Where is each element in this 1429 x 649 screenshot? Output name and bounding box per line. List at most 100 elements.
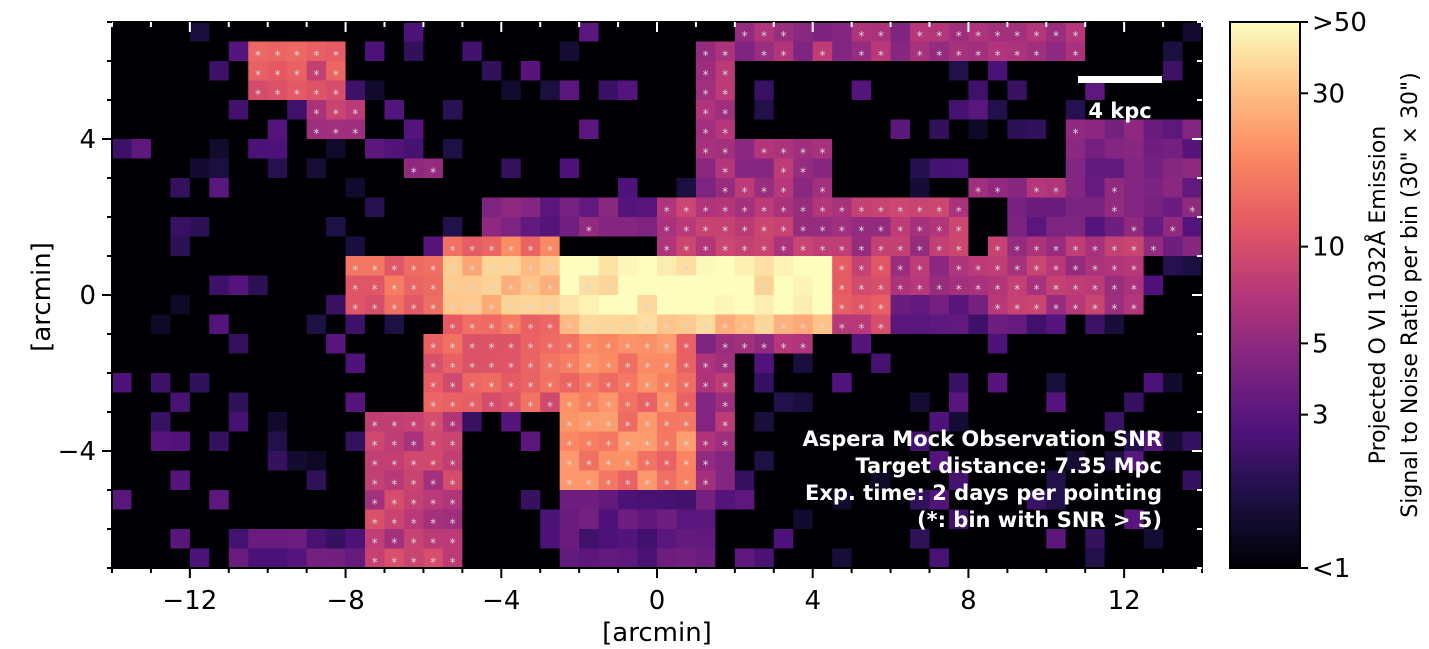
heatmap-cell	[598, 100, 619, 121]
snr-star-marker: *	[547, 380, 553, 394]
heatmap-cell	[871, 314, 892, 335]
heatmap-cell	[559, 295, 580, 316]
snr-star-marker: *	[703, 458, 709, 472]
heatmap-cell	[189, 451, 210, 472]
heatmap-cell	[871, 217, 892, 238]
snr-star-marker: *	[547, 399, 553, 413]
heatmap-cell	[851, 275, 872, 296]
snr-star-marker: *	[508, 380, 514, 394]
heatmap-cell	[1046, 334, 1067, 355]
heatmap-cell	[851, 334, 872, 355]
x-tick-label: 0	[649, 586, 666, 616]
heatmap-cell	[754, 158, 775, 179]
heatmap-cell	[695, 158, 716, 179]
heatmap-cell	[968, 119, 989, 140]
heatmap-cell	[150, 22, 171, 43]
heatmap-cell	[228, 197, 249, 218]
heatmap-cell	[715, 412, 736, 433]
snr-star-marker: *	[527, 321, 533, 335]
heatmap-cell	[734, 451, 755, 472]
heatmap-cell	[423, 197, 444, 218]
heatmap-cell	[150, 275, 171, 296]
heatmap-cell	[481, 548, 502, 568]
heatmap-cell	[403, 353, 425, 374]
heatmap-cell	[501, 412, 522, 433]
snr-star-marker: *	[703, 87, 709, 101]
heatmap-cell	[695, 256, 716, 277]
heatmap-cell	[734, 353, 755, 374]
heatmap-cell	[754, 256, 775, 277]
heatmap-cell	[910, 392, 931, 413]
heatmap-cell	[734, 217, 755, 238]
heatmap-cell	[365, 509, 386, 530]
heatmap-cell	[365, 41, 386, 62]
heatmap-cell	[695, 100, 716, 121]
heatmap-cell	[423, 256, 444, 277]
heatmap-cell	[423, 236, 444, 257]
heatmap-cell	[112, 41, 133, 62]
heatmap-cell	[287, 295, 308, 316]
heatmap-cell	[890, 100, 911, 121]
heatmap-cell	[287, 41, 308, 62]
snr-star-marker: *	[352, 107, 358, 121]
snr-star-marker: *	[664, 438, 670, 452]
heatmap-cell	[1085, 41, 1106, 62]
heatmap-cell	[812, 509, 833, 530]
heatmap-cell	[832, 178, 853, 199]
heatmap-cell	[618, 217, 639, 238]
heatmap-cell	[1085, 295, 1106, 316]
snr-star-marker: *	[683, 380, 689, 394]
snr-star-marker: *	[586, 321, 592, 335]
snr-star-marker: *	[411, 165, 417, 179]
heatmap-cell	[1065, 178, 1086, 199]
heatmap-cell	[773, 41, 794, 62]
heatmap-cell	[442, 275, 463, 296]
heatmap-cell	[267, 80, 288, 101]
snr-star-marker: *	[644, 438, 650, 452]
scale-bar	[1078, 76, 1162, 83]
heatmap-cell	[228, 451, 249, 472]
snr-star-marker: *	[566, 360, 572, 374]
heatmap-cell	[501, 236, 522, 257]
heatmap-cell	[209, 139, 230, 160]
snr-star-marker: *	[936, 224, 942, 238]
heatmap-cell	[1163, 529, 1184, 550]
heatmap-cell	[793, 548, 814, 568]
heatmap-cell	[637, 334, 658, 355]
heatmap-cell	[501, 490, 522, 511]
heatmap-cell	[773, 548, 794, 568]
heatmap-cell	[423, 412, 444, 433]
heatmap-cell	[365, 61, 386, 82]
heatmap-cell	[1104, 41, 1125, 62]
heatmap-cell	[1065, 119, 1086, 140]
heatmap-cell	[1046, 275, 1067, 296]
heatmap-cell	[890, 295, 911, 316]
heatmap-cell	[365, 412, 386, 433]
heatmap-cell	[384, 158, 405, 179]
heatmap-cell	[734, 431, 755, 452]
heatmap-cell	[773, 61, 794, 82]
heatmap-cell	[1046, 295, 1067, 316]
heatmap-cell	[618, 490, 639, 511]
snr-star-marker: *	[761, 146, 767, 160]
heatmap-cell	[598, 22, 619, 43]
heatmap-cell	[1085, 236, 1106, 257]
heatmap-cell	[618, 275, 639, 296]
heatmap-cell	[1163, 197, 1184, 218]
heatmap-cell	[890, 139, 911, 160]
snr-star-marker: *	[839, 302, 845, 316]
snr-star-marker: *	[1111, 302, 1117, 316]
heatmap-cell	[1163, 451, 1184, 472]
heatmap-cell	[306, 80, 327, 101]
heatmap-cell	[1104, 373, 1125, 394]
snr-star-marker: *	[391, 282, 397, 296]
heatmap-cell	[734, 236, 755, 257]
heatmap-cell	[189, 314, 210, 335]
heatmap-cell	[365, 353, 386, 374]
heatmap-cell	[150, 41, 171, 62]
heatmap-cell	[189, 392, 210, 413]
heatmap-cell	[248, 197, 269, 218]
heatmap-cell	[598, 61, 619, 82]
heatmap-cell	[871, 275, 892, 296]
heatmap-cell	[618, 61, 639, 82]
